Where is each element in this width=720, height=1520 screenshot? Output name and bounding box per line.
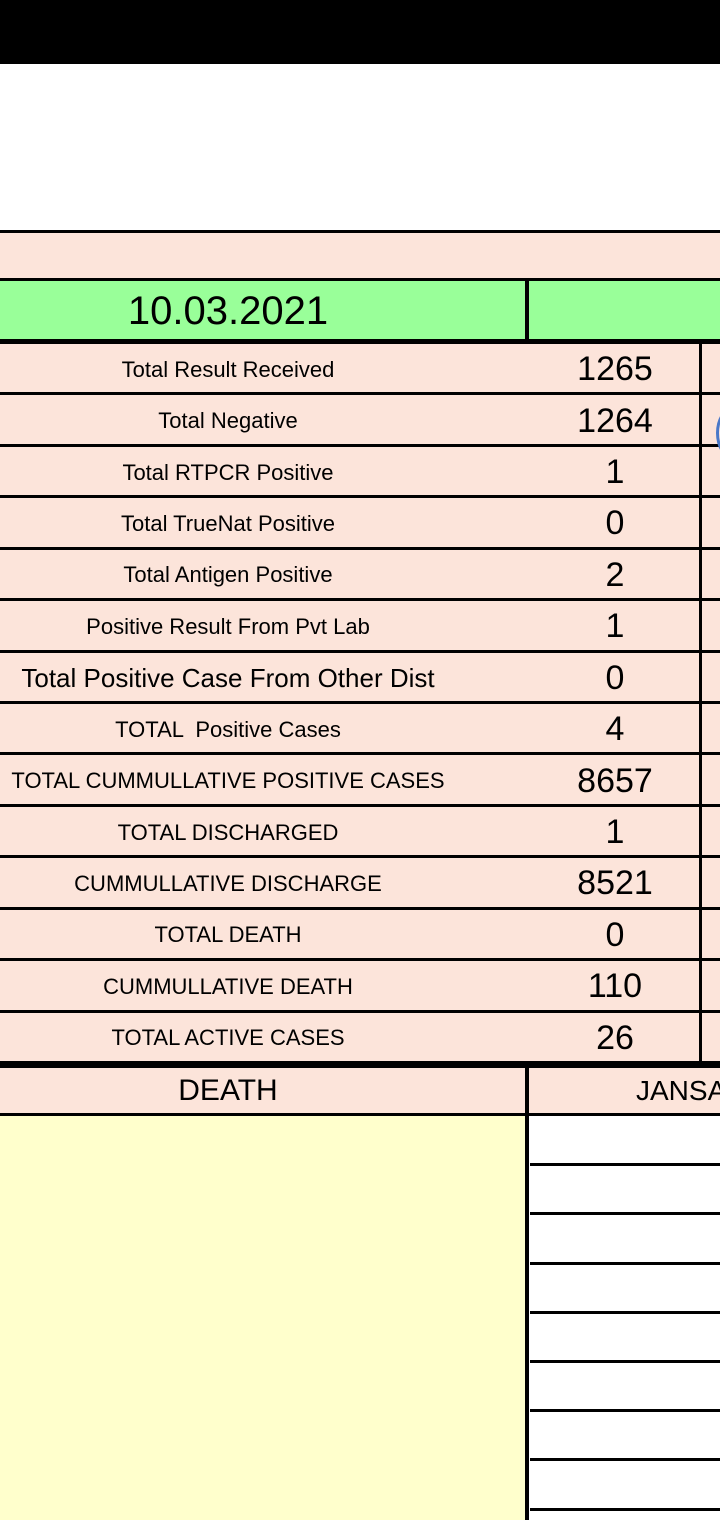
grid-line bbox=[530, 1212, 720, 1216]
row-bg bbox=[0, 1012, 720, 1064]
row-bg bbox=[0, 858, 720, 910]
row-bg bbox=[0, 704, 720, 756]
row-value: 1264 bbox=[577, 401, 653, 440]
row-value: 0 bbox=[605, 915, 625, 954]
value-bg bbox=[528, 961, 702, 1013]
row-label: TOTAL ACTIVE CASES bbox=[111, 1025, 345, 1051]
death-row bbox=[0, 1064, 720, 1116]
value-bg bbox=[528, 652, 702, 704]
row-label: Positive Result From Pvt Lab bbox=[86, 613, 370, 639]
row-label: TOTAL Positive Cases bbox=[115, 716, 341, 742]
grid-line bbox=[530, 1163, 720, 1167]
value-bg bbox=[528, 755, 702, 807]
value-bg bbox=[528, 498, 702, 550]
row-label: TOTAL DISCHARGED bbox=[117, 819, 339, 845]
value-bg bbox=[528, 395, 702, 447]
row-bg bbox=[0, 806, 720, 859]
row-bg bbox=[0, 601, 720, 653]
value-bg bbox=[528, 1012, 702, 1064]
grid-line bbox=[530, 1261, 720, 1265]
row-value: 26 bbox=[596, 1018, 634, 1057]
row-label: Total Result Received bbox=[121, 356, 335, 382]
grid-line bbox=[530, 1409, 720, 1413]
row-label: CUMMULLATIVE DISCHARGE bbox=[74, 870, 382, 896]
row-label: TOTAL DEATH bbox=[154, 922, 302, 948]
header-band bbox=[0, 230, 720, 280]
row-bg bbox=[0, 395, 720, 447]
row-value: 0 bbox=[605, 658, 625, 697]
row-value: 1 bbox=[605, 607, 625, 646]
row-label: CUMMULLATIVE DEATH bbox=[103, 973, 353, 999]
value-bg bbox=[528, 601, 702, 653]
row-value: 8521 bbox=[577, 864, 653, 903]
row-value: 1265 bbox=[577, 350, 653, 389]
row-value: 8657 bbox=[577, 761, 653, 800]
row-value: 4 bbox=[605, 710, 625, 749]
row-bg bbox=[0, 446, 720, 499]
row-value: 1 bbox=[605, 813, 625, 852]
death-area bbox=[0, 1116, 527, 1520]
grid-line bbox=[530, 1458, 720, 1462]
value-bg bbox=[528, 344, 702, 396]
row-bg bbox=[0, 549, 720, 602]
row-bg bbox=[0, 961, 720, 1013]
death-header: DEATH bbox=[178, 1073, 278, 1107]
grid-line bbox=[530, 1360, 720, 1363]
value-bg bbox=[528, 858, 702, 910]
right-area bbox=[530, 1116, 720, 1520]
row-label: Total Negative bbox=[158, 408, 298, 434]
grid-line bbox=[530, 1310, 720, 1314]
value-bg bbox=[528, 549, 702, 602]
row-value: 1 bbox=[605, 453, 625, 492]
row-bg bbox=[0, 652, 720, 704]
row-bg bbox=[0, 498, 720, 550]
row-label: Total Antigen Positive bbox=[123, 562, 333, 588]
value-bg bbox=[528, 909, 702, 962]
value-bg bbox=[528, 806, 702, 859]
row-label: Total Positive Case From Other Dist bbox=[21, 662, 435, 693]
row-label: Total TrueNat Positive bbox=[121, 510, 335, 536]
row-label: TOTAL CUMMULLATIVE POSITIVE CASES bbox=[11, 768, 445, 794]
date: 10.03.2021 bbox=[127, 288, 329, 333]
row-value: 2 bbox=[605, 555, 625, 594]
row-value: 110 bbox=[587, 967, 643, 1006]
row-label: Total RTPCR Positive bbox=[122, 459, 334, 485]
grid-line bbox=[530, 1507, 720, 1511]
value-bg bbox=[528, 446, 702, 499]
value-bg bbox=[528, 704, 702, 756]
right-header: JANSA bbox=[636, 1074, 720, 1106]
date-row bbox=[0, 278, 720, 344]
row-value: 0 bbox=[605, 504, 625, 543]
row-bg bbox=[0, 755, 720, 807]
status-bar bbox=[0, 0, 720, 64]
row-bg bbox=[0, 909, 720, 962]
row-bg bbox=[0, 344, 720, 396]
